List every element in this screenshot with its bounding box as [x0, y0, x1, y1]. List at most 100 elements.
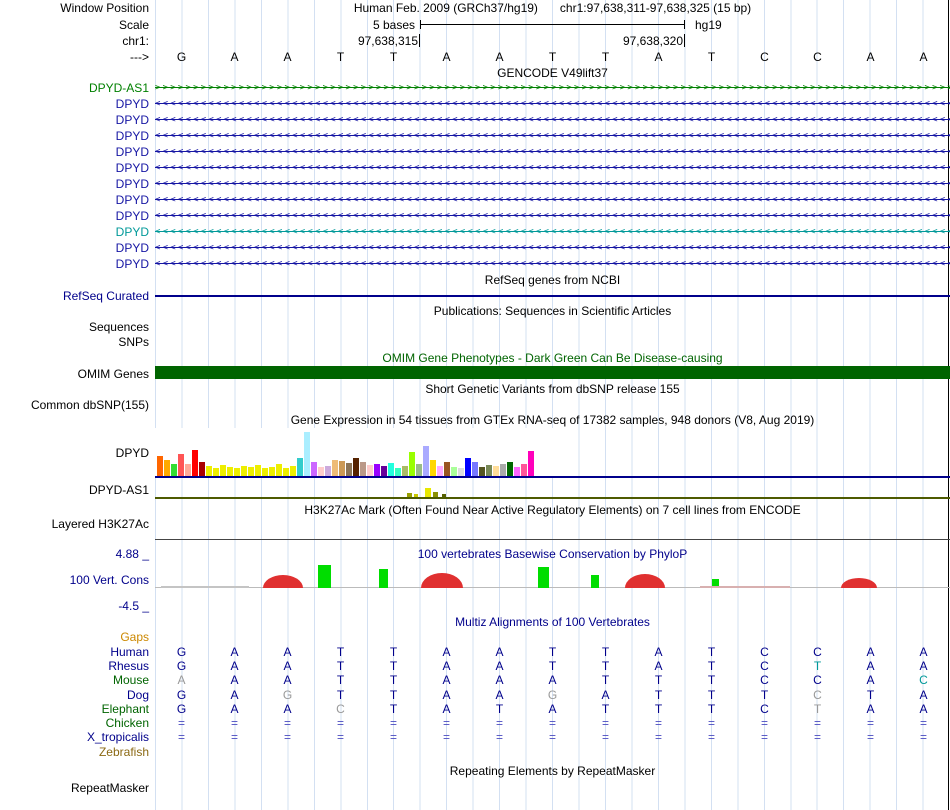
multiz-species-row[interactable]: Gaps: [0, 630, 950, 644]
gene-track-label[interactable]: DPYD: [0, 208, 155, 224]
gtex-dpyd-as1-row[interactable]: DPYD-AS1: [0, 478, 950, 502]
gene-track-row[interactable]: DPYD <<<<<<<<<<<<<<<<<<<<<<<<<<<<<<<<<<<<…: [0, 208, 950, 224]
phylop-hump: [625, 574, 665, 588]
multiz-species-row[interactable]: Chicken = = = = = = = = = = = = = = =: [0, 716, 950, 730]
multiz-species-label[interactable]: Dog: [0, 687, 155, 702]
gtex-baseline: [155, 476, 950, 478]
multiz-species-label[interactable]: Zebrafish: [0, 744, 155, 759]
omim-genes-row[interactable]: OMIM Genes: [0, 366, 950, 381]
multiz-species-row[interactable]: Dog G A G T T A A G A T T T C T A: [0, 687, 950, 702]
sequences-track[interactable]: [155, 319, 950, 334]
gene-track-label[interactable]: DPYD: [0, 128, 155, 144]
gene-track-label[interactable]: DPYD: [0, 96, 155, 112]
aligned-base: T: [707, 702, 716, 716]
multiz-species-label[interactable]: Gaps: [0, 630, 155, 644]
gtex-tissue-bar: [493, 466, 499, 476]
gene-track-row[interactable]: DPYD <<<<<<<<<<<<<<<<<<<<<<<<<<<<<<<<<<<<…: [0, 112, 950, 128]
gene-track-label[interactable]: DPYD-AS1: [0, 80, 155, 96]
gene-track-label[interactable]: DPYD: [0, 176, 155, 192]
multiz-species-label[interactable]: X_tropicalis: [0, 730, 155, 744]
gene-track-row[interactable]: DPYD <<<<<<<<<<<<<<<<<<<<<<<<<<<<<<<<<<<<…: [0, 176, 950, 192]
snps-track[interactable]: [155, 334, 950, 350]
gtex-tissue-bar: [339, 461, 345, 476]
gene-track-row[interactable]: DPYD <<<<<<<<<<<<<<<<<<<<<<<<<<<<<<<<<<<<…: [0, 96, 950, 112]
gene-strand-arrows[interactable]: <<<<<<<<<<<<<<<<<<<<<<<<<<<<<<<<<<<<<<<<…: [155, 256, 950, 272]
aligned-base: C: [919, 673, 928, 687]
multiz-species-label[interactable]: Chicken: [0, 716, 155, 730]
gene-track-label[interactable]: DPYD: [0, 240, 155, 256]
repeatmasker-label[interactable]: RepeatMasker: [0, 780, 155, 795]
phylop-label[interactable]: 100 Vert. Cons: [0, 562, 155, 598]
gene-track-label[interactable]: DPYD: [0, 160, 155, 176]
h3k27ac-label[interactable]: Layered H3K27Ac: [0, 518, 155, 546]
gene-strand-arrows[interactable]: <<<<<<<<<<<<<<<<<<<<<<<<<<<<<<<<<<<<<<<<…: [155, 240, 950, 256]
gene-track-row[interactable]: DPYD <<<<<<<<<<<<<<<<<<<<<<<<<<<<<<<<<<<<…: [0, 240, 950, 256]
gene-strand-arrows[interactable]: >>>>>>>>>>>>>>>>>>>>>>>>>>>>>>>>>>>>>>>>…: [155, 80, 950, 96]
repeatmasker-track[interactable]: [155, 780, 950, 795]
phylop-row[interactable]: 100 Vert. Cons: [0, 562, 950, 598]
gene-track-row[interactable]: DPYD <<<<<<<<<<<<<<<<<<<<<<<<<<<<<<<<<<<<…: [0, 128, 950, 144]
gene-track-row[interactable]: DPYD <<<<<<<<<<<<<<<<<<<<<<<<<<<<<<<<<<<<…: [0, 224, 950, 240]
omim-genes-track[interactable]: [155, 366, 950, 381]
snps-row[interactable]: SNPs: [0, 334, 950, 350]
gene-track-label[interactable]: DPYD: [0, 256, 155, 272]
repeatmasker-row[interactable]: RepeatMasker: [0, 780, 950, 795]
omim-genes-label[interactable]: OMIM Genes: [0, 366, 155, 381]
gtex-dpyd-row[interactable]: DPYD: [0, 428, 950, 478]
h3k27ac-track[interactable]: [155, 518, 950, 546]
gene-track-label[interactable]: DPYD: [0, 144, 155, 160]
gene-track-row[interactable]: DPYD <<<<<<<<<<<<<<<<<<<<<<<<<<<<<<<<<<<<…: [0, 192, 950, 208]
dbsnp-title-row: Short Genetic Variants from dbSNP releas…: [0, 381, 950, 397]
gtex-tissue-bar: [353, 458, 359, 476]
aligned-base: [314, 744, 367, 759]
gtex-dpyd-as1-track[interactable]: [155, 478, 950, 502]
gene-track-row[interactable]: DPYD <<<<<<<<<<<<<<<<<<<<<<<<<<<<<<<<<<<<…: [0, 256, 950, 272]
gene-strand-arrows[interactable]: <<<<<<<<<<<<<<<<<<<<<<<<<<<<<<<<<<<<<<<<…: [155, 176, 950, 192]
gtex-tissue-bar: [500, 464, 506, 476]
phylop-track[interactable]: [155, 562, 950, 598]
dbsnp-label[interactable]: Common dbSNP(155): [0, 397, 155, 412]
gene-strand-arrows[interactable]: <<<<<<<<<<<<<<<<<<<<<<<<<<<<<<<<<<<<<<<<…: [155, 96, 950, 112]
aligned-base: =: [495, 716, 503, 730]
snps-label[interactable]: SNPs: [0, 334, 155, 350]
gene-strand-arrows[interactable]: <<<<<<<<<<<<<<<<<<<<<<<<<<<<<<<<<<<<<<<<…: [155, 208, 950, 224]
aligned-base: T: [866, 687, 875, 702]
multiz-species-label[interactable]: Human: [0, 644, 155, 659]
gene-strand-arrows[interactable]: <<<<<<<<<<<<<<<<<<<<<<<<<<<<<<<<<<<<<<<<…: [155, 144, 950, 160]
gene-track-label[interactable]: DPYD: [0, 224, 155, 240]
gene-strand-arrows[interactable]: <<<<<<<<<<<<<<<<<<<<<<<<<<<<<<<<<<<<<<<<…: [155, 128, 950, 144]
multiz-species-label[interactable]: Mouse: [0, 673, 155, 687]
spacer-label: [0, 303, 155, 319]
gtex-dpyd-track[interactable]: [155, 428, 950, 478]
refseq-curated-track[interactable]: [155, 288, 950, 303]
gene-strand-arrows[interactable]: <<<<<<<<<<<<<<<<<<<<<<<<<<<<<<<<<<<<<<<<…: [155, 192, 950, 208]
gene-track-label[interactable]: DPYD: [0, 112, 155, 128]
gene-track-label[interactable]: DPYD: [0, 192, 155, 208]
multiz-species-label[interactable]: Rhesus: [0, 659, 155, 673]
gtex-dpyd-as1-label[interactable]: DPYD-AS1: [0, 478, 155, 502]
multiz-species-row[interactable]: X_tropicalis = = = = = = = = = = = = = = =: [0, 730, 950, 744]
gene-strand-arrows[interactable]: <<<<<<<<<<<<<<<<<<<<<<<<<<<<<<<<<<<<<<<<…: [155, 224, 950, 240]
refseq-curated-label[interactable]: RefSeq Curated: [0, 288, 155, 303]
gene-strand-arrows[interactable]: <<<<<<<<<<<<<<<<<<<<<<<<<<<<<<<<<<<<<<<<…: [155, 160, 950, 176]
gtex-tissue-bar: [185, 464, 191, 476]
multiz-species-row[interactable]: Elephant G A A C T A T A T T T C T A A: [0, 702, 950, 716]
base-letter: C: [813, 50, 822, 64]
multiz-species-row[interactable]: Zebrafish: [0, 744, 950, 759]
gene-track-row[interactable]: DPYD-AS1 >>>>>>>>>>>>>>>>>>>>>>>>>>>>>>>>…: [0, 80, 950, 96]
gene-strand-arrows[interactable]: <<<<<<<<<<<<<<<<<<<<<<<<<<<<<<<<<<<<<<<<…: [155, 112, 950, 128]
refseq-curated-row[interactable]: RefSeq Curated: [0, 288, 950, 303]
dbsnp-track[interactable]: [155, 397, 950, 412]
sequences-label[interactable]: Sequences: [0, 319, 155, 334]
sequences-row[interactable]: Sequences: [0, 319, 950, 334]
multiz-species-row[interactable]: Rhesus G A A T T A A T T A T C T A A: [0, 659, 950, 673]
h3k27ac-row[interactable]: Layered H3K27Ac: [0, 518, 950, 546]
gtex-dpyd-label[interactable]: DPYD: [0, 428, 155, 478]
multiz-species-row[interactable]: Mouse A A A T T A A A T T T C C A C: [0, 673, 950, 687]
multiz-species-row[interactable]: Human G A A T T A A T T A T C C A A: [0, 644, 950, 659]
gene-track-row[interactable]: DPYD <<<<<<<<<<<<<<<<<<<<<<<<<<<<<<<<<<<<…: [0, 160, 950, 176]
gene-track-row[interactable]: DPYD <<<<<<<<<<<<<<<<<<<<<<<<<<<<<<<<<<<<…: [0, 144, 950, 160]
dbsnp-row[interactable]: Common dbSNP(155): [0, 397, 950, 412]
multiz-species-label[interactable]: Elephant: [0, 702, 155, 716]
